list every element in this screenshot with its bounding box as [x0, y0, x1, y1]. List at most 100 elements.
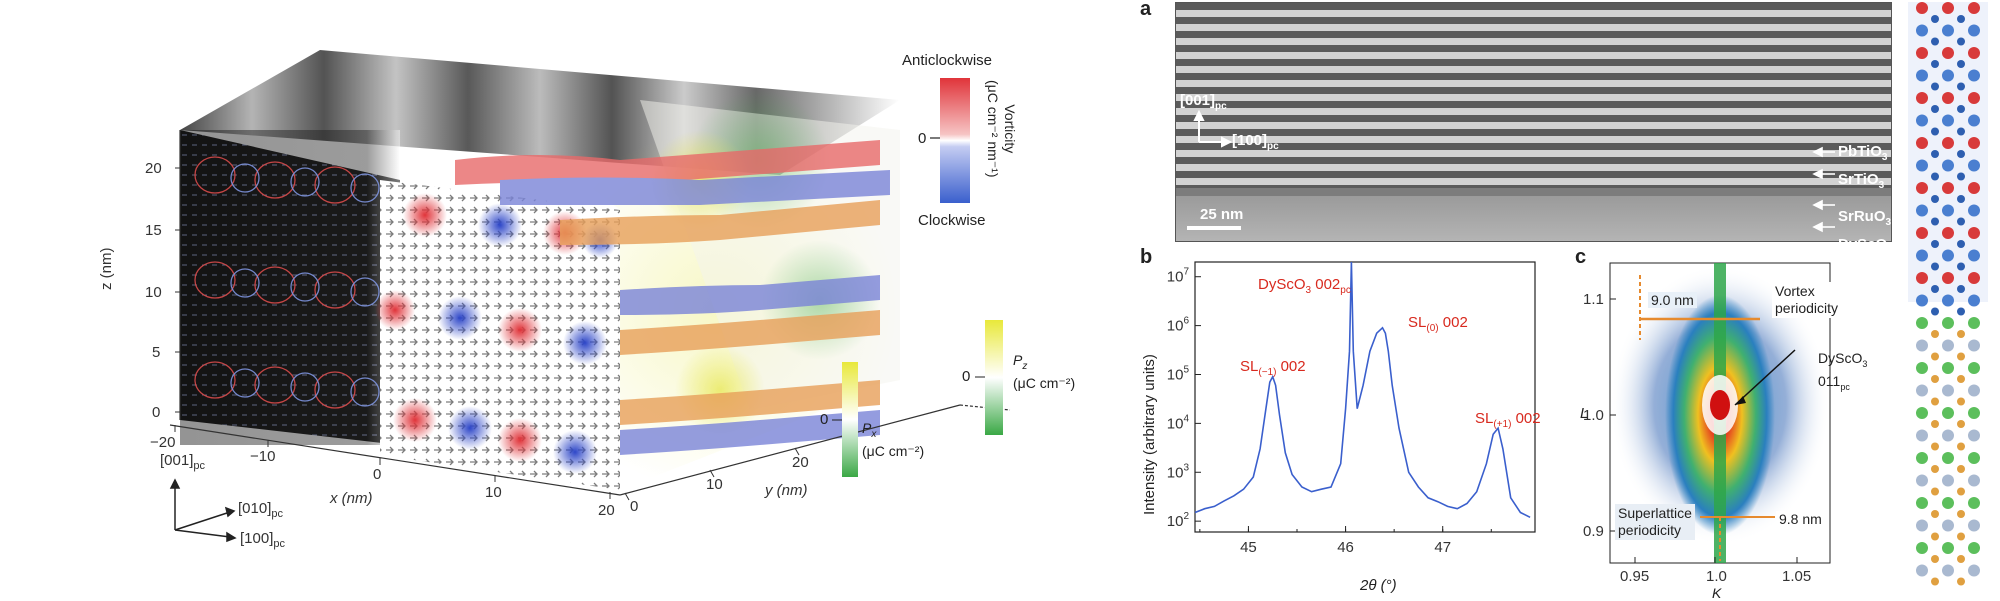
xrd-x-tick-label: 46	[1337, 539, 1354, 556]
x-axis-label: x (nm)	[330, 490, 373, 507]
atom-site	[1968, 227, 1980, 239]
atom-site	[1957, 172, 1965, 181]
rsm-y-label: L	[1580, 405, 1589, 422]
atom-site	[1916, 47, 1928, 59]
z-tick: 15	[145, 222, 162, 239]
atom-site	[1916, 182, 1928, 194]
atom-site	[1942, 384, 1954, 397]
z-axis-label: z (nm)	[98, 247, 115, 291]
atom-site	[1916, 452, 1928, 464]
x-tick: −20	[150, 434, 176, 451]
atom-site	[1957, 60, 1965, 68]
xrd-y-tick-label: 103	[1167, 462, 1190, 481]
rsm-dysco-label: DyScO3 011pc	[1818, 350, 1868, 392]
atom-site	[1942, 294, 1954, 307]
atom-site	[1931, 577, 1939, 586]
atom-site	[1942, 407, 1954, 419]
y-tick: 0	[630, 498, 639, 515]
rsm-d2-label: 9.8 nm	[1776, 511, 1825, 527]
x-tick: 20	[598, 502, 615, 519]
layer-pbtio3: PbTiO3	[1838, 143, 1888, 163]
atom-site	[1931, 37, 1939, 46]
anticlockwise-label: Anticlockwise	[902, 52, 993, 69]
xrd-y-tick-label: 102	[1167, 511, 1190, 530]
atom-site	[1931, 15, 1939, 23]
x-tick: 10	[485, 484, 502, 501]
atom-site	[1957, 127, 1965, 136]
atom-site	[1916, 137, 1928, 149]
atom-site	[1957, 195, 1965, 203]
rsm-x-tick: 0.95	[1620, 568, 1650, 585]
axis-100-label: [100]pc	[240, 530, 285, 550]
atom-site	[1942, 429, 1954, 442]
atom-site	[1968, 339, 1980, 352]
atom-site	[1968, 542, 1980, 554]
atom-site	[1968, 452, 1980, 464]
atom-site	[1916, 24, 1928, 37]
atom-site	[1942, 249, 1954, 262]
atom-site	[1957, 240, 1965, 248]
atom-site	[1968, 92, 1980, 104]
atom-site	[1931, 555, 1939, 563]
stem-axis-right: [100]pc	[1232, 132, 1279, 152]
atom-site	[1916, 407, 1928, 419]
substrate-band	[1176, 195, 1891, 241]
atom-site	[1916, 542, 1928, 554]
atom-site	[1968, 474, 1980, 487]
vortex-3d-figure: 20 15 10 5 0 z (nm) −20 −10 0 10 20 x (n…	[98, 50, 1075, 550]
atom-site	[1931, 532, 1939, 541]
rsm-map	[1609, 262, 1831, 564]
atom-site	[1931, 307, 1939, 316]
atom-site	[1916, 429, 1928, 442]
atom-site	[1968, 182, 1980, 194]
atom-site	[1916, 2, 1928, 14]
panel-letter-b: b	[1140, 246, 1153, 268]
xrd-annotation-slp1: SL(+1) 002	[1475, 410, 1541, 430]
atom-site	[1957, 487, 1965, 496]
layer-srtio3: SrTiO3	[1838, 171, 1885, 191]
atom-site	[1931, 217, 1939, 226]
atom-site	[1942, 452, 1954, 464]
atom-site	[1942, 564, 1954, 577]
rsm-vortex-label: Vortex periodicity	[1772, 282, 1842, 318]
atom-site	[1942, 272, 1954, 284]
atom-site	[1968, 362, 1980, 374]
px-colorbar	[842, 362, 858, 477]
atom-site	[1916, 69, 1928, 82]
atom-site	[1942, 137, 1954, 149]
atom-site	[1957, 307, 1965, 316]
atom-site	[1931, 150, 1939, 158]
clockwise-label: Clockwise	[918, 212, 986, 229]
atom-site	[1957, 217, 1965, 226]
rsm-y-tick: 0.9	[1583, 523, 1604, 540]
atom-site	[1968, 159, 1980, 172]
atom-site	[1942, 69, 1954, 82]
atom-site	[1931, 262, 1939, 271]
atom-site	[1942, 92, 1954, 104]
xrd-y-tick-label: 104	[1167, 413, 1190, 432]
atom-site	[1957, 510, 1965, 518]
vorticity-colorbar	[940, 78, 970, 203]
atom-site	[1957, 555, 1965, 563]
atom-site	[1957, 532, 1965, 541]
atom-site	[1957, 285, 1965, 293]
stem-overlay	[1187, 109, 1835, 233]
px-label: Px (μC cm⁻²)	[862, 420, 925, 459]
vortex-3d-graphic	[169, 50, 1011, 543]
rsm-x-label: K	[1712, 585, 1722, 601]
z-tick: 5	[152, 344, 161, 361]
atom-site	[1968, 429, 1980, 442]
atom-site	[1968, 114, 1980, 127]
atom-site	[1942, 24, 1954, 37]
atom-site	[1916, 249, 1928, 262]
atom-site	[1942, 474, 1954, 487]
rsm-y-tick: 1.1	[1583, 291, 1604, 308]
xrd-annotation-slm1: SL(−1) 002	[1240, 358, 1306, 378]
srruo3-band	[1176, 188, 1891, 196]
atom-site	[1916, 519, 1928, 532]
xrd-y-tick-label: 106	[1167, 316, 1190, 335]
xrd-x-tick-label: 45	[1240, 539, 1257, 556]
xrd-y-axis-label: Intensity (arbitrary units)	[1141, 354, 1158, 515]
atom-site	[1916, 272, 1928, 284]
axis-001-label: [001]pc	[160, 452, 205, 472]
